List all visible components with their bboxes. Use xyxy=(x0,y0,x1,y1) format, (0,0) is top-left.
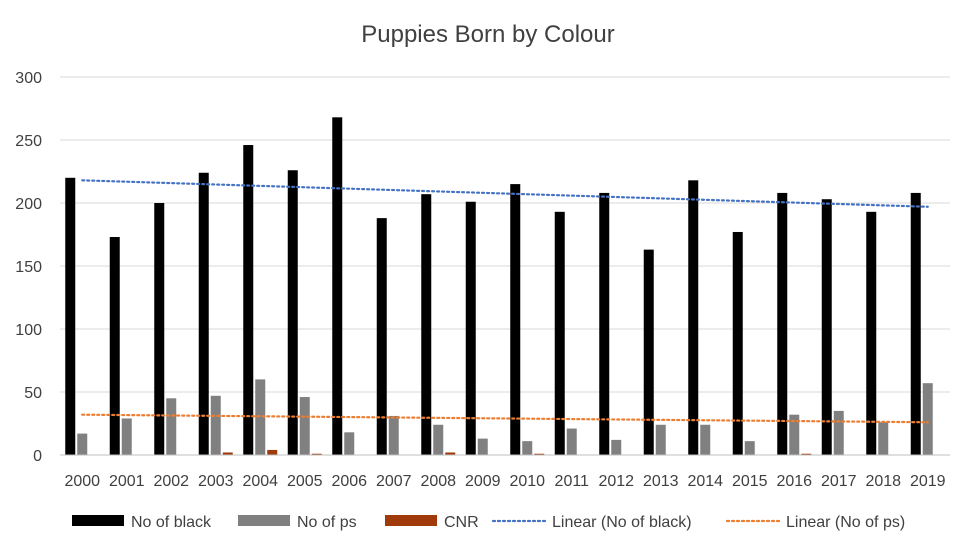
legend-label: No of black xyxy=(131,514,212,531)
bar-no-of-ps xyxy=(77,433,88,455)
bar-no-of-ps xyxy=(878,422,889,455)
y-tick-label: 150 xyxy=(15,259,42,276)
bar-no-of-black xyxy=(732,231,743,455)
bar-no-of-ps xyxy=(922,383,933,455)
x-tick-label: 2011 xyxy=(555,473,590,490)
x-tick-label: 2012 xyxy=(598,473,634,490)
trendlines xyxy=(81,179,929,424)
gridlines xyxy=(60,76,950,456)
bar-no-of-black xyxy=(777,192,788,456)
y-tick-label: 100 xyxy=(15,322,42,339)
bar-no-of-black xyxy=(465,201,476,455)
bar-no-of-black xyxy=(154,203,165,455)
bar-cnr xyxy=(311,453,322,455)
trendline-1 xyxy=(81,413,929,424)
x-tick-label: 2019 xyxy=(910,473,946,490)
bar-no-of-black xyxy=(821,199,832,455)
bar-no-of-ps xyxy=(166,398,177,455)
bar-no-of-ps xyxy=(299,397,310,455)
x-tick-label: 2018 xyxy=(865,473,901,490)
bar-no-of-black xyxy=(688,180,699,455)
legend-label: Linear (No of ps) xyxy=(786,514,905,531)
legend-swatch xyxy=(238,515,290,526)
y-tick-label: 200 xyxy=(15,196,42,213)
bar-cnr xyxy=(222,452,233,455)
x-tick-label: 2003 xyxy=(198,473,234,490)
bar-cnr xyxy=(534,453,545,455)
bar-no-of-black xyxy=(554,211,565,455)
bar-no-of-ps xyxy=(744,441,755,455)
legend-label: No of ps xyxy=(297,514,357,531)
x-tick-label: 2013 xyxy=(643,473,679,490)
bar-no-of-ps xyxy=(255,379,266,455)
legend-swatch xyxy=(385,515,437,526)
bar-no-of-ps xyxy=(388,415,399,455)
x-tick-label: 2000 xyxy=(64,473,100,490)
bar-no-of-ps xyxy=(433,424,444,455)
y-tick-label: 250 xyxy=(15,133,42,150)
x-tick-label: 2010 xyxy=(509,473,545,490)
bar-no-of-ps xyxy=(121,418,132,455)
x-tick-label: 2006 xyxy=(331,473,367,490)
bar-no-of-black xyxy=(65,177,76,456)
x-tick-label: 2009 xyxy=(465,473,501,490)
bar-no-of-ps xyxy=(566,428,577,455)
legend: No of black No of ps CNR Linear (No of blac… xyxy=(72,514,905,531)
bar-no-of-ps xyxy=(611,439,622,455)
x-tick-label: 2004 xyxy=(242,473,278,490)
bar-no-of-ps xyxy=(789,414,800,455)
bar-no-of-black xyxy=(198,172,209,455)
bar-no-of-black xyxy=(599,192,610,456)
bar-no-of-ps xyxy=(210,395,221,455)
x-tick-label: 2008 xyxy=(420,473,456,490)
bar-cnr xyxy=(267,449,278,455)
bar-no-of-black xyxy=(332,117,343,455)
y-tick-label: 50 xyxy=(24,385,42,402)
bar-no-of-ps xyxy=(655,424,666,455)
bar-cnr xyxy=(445,452,456,455)
bar-no-of-black xyxy=(287,170,298,456)
x-tick-label: 2015 xyxy=(732,473,768,490)
x-tick-label: 2014 xyxy=(687,473,723,490)
legend-swatch xyxy=(72,515,124,526)
bar-cnr xyxy=(801,453,812,455)
bars xyxy=(65,117,933,456)
x-tick-label: 2005 xyxy=(287,473,323,490)
legend-label: CNR xyxy=(444,514,479,531)
x-tick-label: 2001 xyxy=(109,473,145,490)
trendline-0 xyxy=(81,179,929,208)
bar-no-of-black xyxy=(910,192,921,456)
bar-no-of-black xyxy=(376,218,387,455)
legend-label: Linear (No of black) xyxy=(552,514,692,531)
x-tick-label: 2017 xyxy=(821,473,857,490)
bar-no-of-black xyxy=(243,145,254,456)
x-tick-label: 2002 xyxy=(153,473,189,490)
x-tick-label: 2007 xyxy=(376,473,412,490)
bar-no-of-ps xyxy=(833,410,844,455)
bar-no-of-black xyxy=(109,237,120,455)
bar-no-of-ps xyxy=(477,438,488,455)
axes: 0 50 100 150 200 250 300 2000 2001 2002 2003 2004 20… xyxy=(15,70,950,490)
y-tick-label: 0 xyxy=(33,448,42,465)
bar-no-of-ps xyxy=(700,424,711,455)
y-tick-label: 300 xyxy=(15,70,42,87)
bar-no-of-ps xyxy=(522,441,533,455)
bar-no-of-black xyxy=(421,194,432,455)
bar-no-of-black xyxy=(866,211,877,455)
chart-title: Puppies Born by Colour xyxy=(361,21,614,48)
bar-no-of-black xyxy=(510,184,521,455)
bar-no-of-ps xyxy=(344,432,355,455)
bar-no-of-black xyxy=(643,249,654,455)
x-tick-label: 2016 xyxy=(776,473,812,490)
